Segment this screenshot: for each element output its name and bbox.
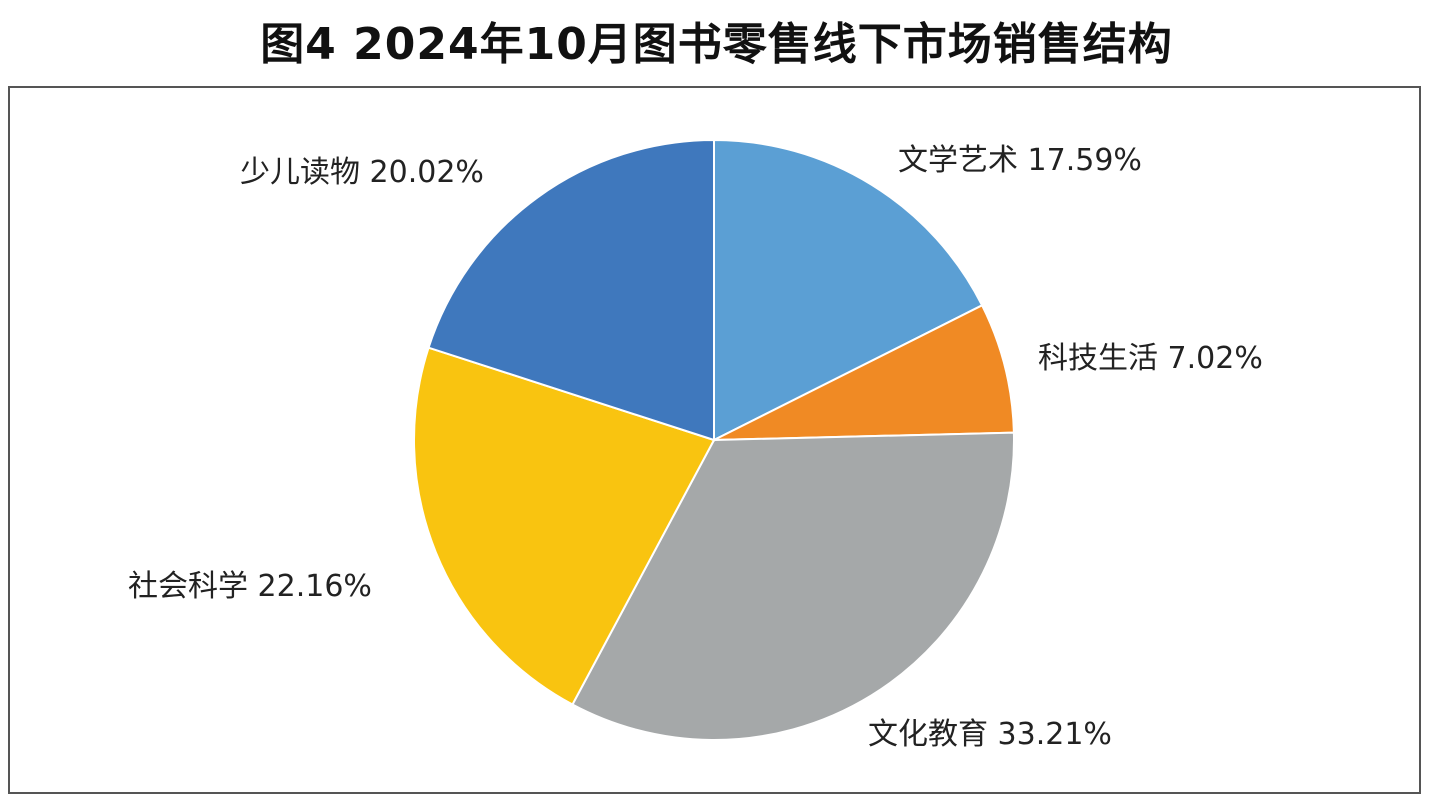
slice-label-5: 少儿读物 20.02% <box>240 155 484 190</box>
pie-slice-3 <box>571 431 1015 741</box>
pie-slices <box>413 138 1015 741</box>
pie-slice-1 <box>713 138 984 442</box>
pie-slice-4 <box>413 346 716 706</box>
pie-labels: 文学艺术 17.59% 科技生活 7.02% 文化教育 33.21% 社会科学 22.… <box>128 143 1263 752</box>
pie-slice-5 <box>427 138 715 442</box>
chart-title: 图4 2024年10月图书零售线下市场销售结构 <box>260 19 1173 70</box>
slice-label-3: 文化教育 33.21% <box>868 717 1112 752</box>
pie-slice-2 <box>713 303 1015 441</box>
slice-label-1: 文学艺术 17.59% <box>898 143 1142 178</box>
slice-label-2: 科技生活 7.02% <box>1038 341 1263 376</box>
slice-label-4: 社会科学 22.16% <box>128 569 372 604</box>
